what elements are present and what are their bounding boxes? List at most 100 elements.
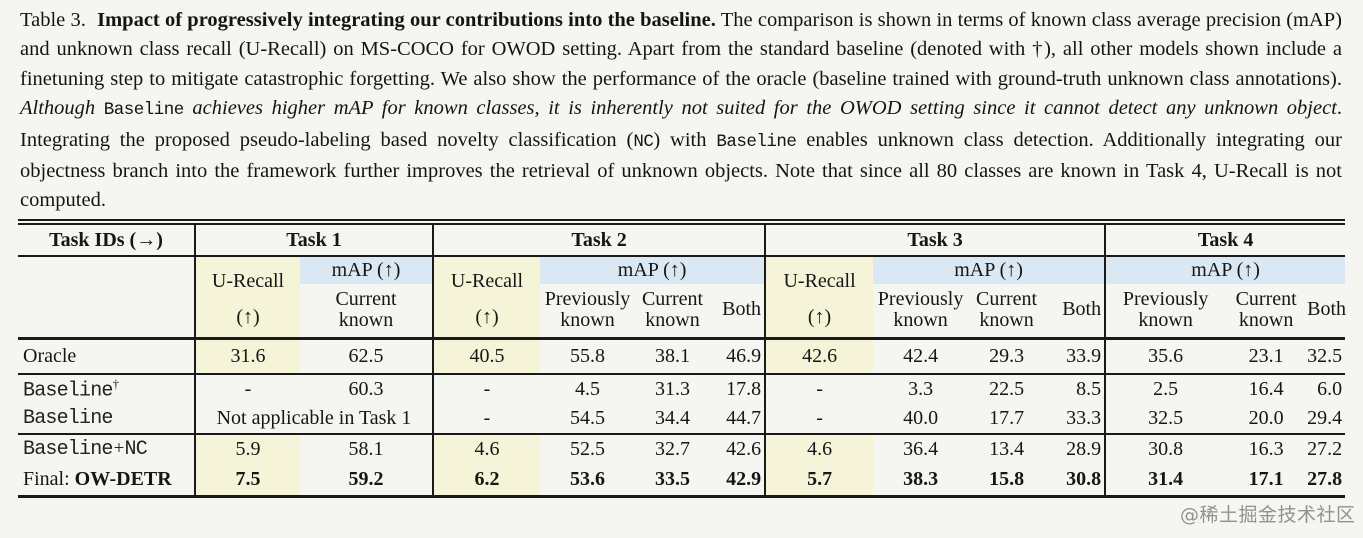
data-cell: 33.9 bbox=[1045, 338, 1106, 375]
data-cell: 3.3 bbox=[908, 378, 934, 400]
row-label-oracle: Oracle bbox=[18, 338, 195, 375]
data-cell: - bbox=[432, 404, 541, 435]
data-cell: 32.7 bbox=[655, 438, 691, 460]
caption-table-number: Table 3. bbox=[20, 9, 86, 31]
data-cell: 30.8 bbox=[1045, 464, 1106, 498]
data-cell: 59.2 bbox=[300, 464, 434, 498]
data-cell: 30.8 bbox=[1104, 434, 1226, 464]
caption-code-baseline: Baseline bbox=[716, 131, 797, 152]
data-cell: 42.4 bbox=[873, 338, 969, 375]
caption-italic: Although bbox=[20, 97, 96, 120]
data-cell: 31.4 bbox=[1104, 464, 1226, 498]
table-row-baseline-standard: Baseline† - 60.3 - 4.5 31.3 17.8 - 3.3 2… bbox=[18, 374, 1345, 404]
caption-text: enables unknown class detection. Additio… bbox=[20, 128, 1343, 212]
data-cell: 40.5 bbox=[432, 338, 541, 375]
data-cell: 20.0 bbox=[1225, 404, 1308, 435]
data-cell: 38.3 bbox=[873, 464, 969, 498]
col-header-current-known: Current known bbox=[635, 284, 711, 340]
caption-text: . Integrating the proposed pseudo-labeli… bbox=[20, 97, 1343, 151]
data-cell: 6.2 bbox=[432, 464, 541, 498]
col-header-map-task3: mAP (↑) bbox=[873, 256, 1106, 284]
col-header-task4: Task 4 bbox=[1104, 219, 1346, 257]
data-cell: 22.5 bbox=[989, 378, 1025, 400]
table-row-owdetr: Final: OW-DETR 7.5 59.2 6.2 53.6 33.5 42… bbox=[18, 464, 1346, 498]
table-caption: Table 3. Impact of progressively integra… bbox=[20, 6, 1342, 216]
caption-bold-title: Impact of progressively integrating our … bbox=[97, 9, 716, 31]
table-row-baseline: Baseline Not applicable in Task 1 - 54.5… bbox=[18, 404, 1346, 435]
data-cell: 55.8 bbox=[540, 338, 636, 375]
data-cell: 32.5 bbox=[1104, 404, 1226, 435]
data-cell: 52.5 bbox=[570, 438, 606, 460]
data-cell: 33.3 bbox=[1045, 404, 1106, 435]
caption-text: ) with bbox=[653, 128, 707, 151]
data-cell: - bbox=[764, 374, 874, 404]
caption-italic: achieves higher mAP for known classes, i… bbox=[192, 97, 1337, 120]
col-header-previously-known: Previously known bbox=[1104, 284, 1226, 340]
col-header-current-known: Current known bbox=[1225, 284, 1308, 340]
data-cell: 16.3 bbox=[1248, 438, 1284, 460]
corner-header-task-ids: Task IDs (→) bbox=[18, 219, 195, 257]
col-header-urecall-task2: U-Recall (↑) bbox=[432, 256, 541, 340]
data-cell: 8.5 bbox=[1076, 378, 1102, 400]
data-cell: 32.5 bbox=[1307, 338, 1346, 375]
data-cell: 42.9 bbox=[710, 464, 766, 498]
row-label-owdetr: Final: OW-DETR bbox=[18, 464, 195, 498]
data-cell: 33.5 bbox=[635, 464, 711, 498]
col-header-both: Both bbox=[1307, 284, 1346, 340]
dagger-mark: † bbox=[112, 376, 120, 392]
data-cell: 44.7 bbox=[710, 404, 766, 435]
col-header-both: Both bbox=[1045, 284, 1106, 340]
col-header-map-task2: mAP (↑) bbox=[540, 256, 766, 284]
data-cell: 54.5 bbox=[540, 404, 636, 435]
col-header-task2: Task 2 bbox=[432, 219, 766, 257]
caption-code-baseline: Baseline bbox=[103, 100, 185, 121]
col-header-task3: Task 3 bbox=[764, 219, 1106, 257]
data-cell: 4.6 bbox=[764, 434, 874, 464]
data-cell: 62.5 bbox=[300, 338, 434, 375]
col-header-current-known: Current known bbox=[300, 284, 434, 340]
table-row-subcolumn-headers: Current known Previously known Current k… bbox=[18, 284, 1346, 340]
col-header-previously-known: Previously known bbox=[540, 284, 636, 340]
caption-text: The comparison is shown in terms of know… bbox=[20, 9, 1343, 90]
table-row-metric-headers: U-Recall (↑) mAP (↑) U-Recall (↑) mAP (↑… bbox=[18, 256, 1346, 340]
data-cell: 13.4 bbox=[989, 438, 1025, 460]
data-cell: 7.5 bbox=[194, 464, 300, 498]
data-cell: 28.9 bbox=[1066, 438, 1102, 460]
col-header-current-known: Current known bbox=[968, 284, 1046, 340]
data-cell: 17.7 bbox=[968, 404, 1046, 435]
data-cell: 60.3 bbox=[348, 378, 384, 400]
data-cell: 40.0 bbox=[873, 404, 969, 435]
table-row-oracle: Oracle 31.6 62.5 40.5 55.8 38.1 46.9 42.… bbox=[18, 338, 1346, 375]
table-row-baseline-nc: Baseline+NC 5.9 58.1 4.6 52.5 32.7 42.6 … bbox=[18, 434, 1345, 464]
col-header-previously-known: Previously known bbox=[873, 284, 969, 340]
data-cell: 27.8 bbox=[1307, 464, 1346, 498]
col-header-map-task1: mAP (↑) bbox=[300, 256, 434, 284]
data-cell: 16.4 bbox=[1248, 378, 1284, 400]
data-cell: 17.8 bbox=[726, 378, 762, 400]
caption-code-nc: NC bbox=[633, 131, 654, 152]
data-cell: 42.6 bbox=[726, 438, 762, 460]
data-cell: 35.6 bbox=[1104, 338, 1226, 375]
data-cell: - bbox=[764, 404, 874, 435]
data-cell: - bbox=[432, 374, 541, 404]
data-cell: 53.6 bbox=[540, 464, 636, 498]
not-applicable-cell: Not applicable in Task 1 bbox=[193, 404, 434, 435]
col-header-both: Both bbox=[710, 284, 766, 340]
data-cell: 4.5 bbox=[575, 378, 601, 400]
data-cell: 15.8 bbox=[968, 464, 1046, 498]
data-cell: 36.4 bbox=[903, 438, 939, 460]
empty-corner-cell bbox=[18, 256, 195, 340]
col-header-task1: Task 1 bbox=[193, 219, 434, 257]
data-cell: 6.0 bbox=[1317, 378, 1343, 400]
data-cell: 4.6 bbox=[432, 434, 541, 464]
col-header-urecall-task3: U-Recall (↑) bbox=[764, 256, 874, 340]
data-cell: 5.9 bbox=[194, 434, 300, 464]
data-cell: 5.7 bbox=[764, 464, 874, 498]
table-row-task-headers: Task IDs (→) Task 1 Task 2 Task 3 Task 4 bbox=[18, 219, 1346, 257]
data-cell: 34.4 bbox=[635, 404, 711, 435]
data-cell: 31.3 bbox=[655, 378, 691, 400]
data-cell: 46.9 bbox=[710, 338, 766, 375]
data-cell: 29.3 bbox=[968, 338, 1046, 375]
data-cell: 31.6 bbox=[194, 338, 300, 375]
